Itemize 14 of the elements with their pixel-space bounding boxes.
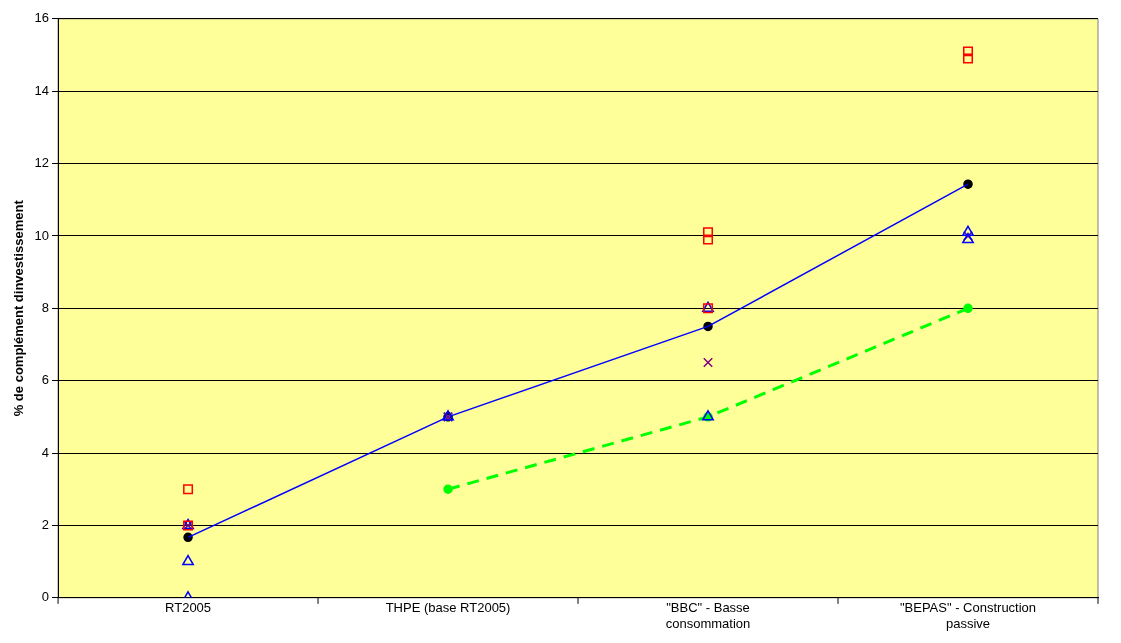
y-axis-title: % de complément dinvestissement bbox=[11, 199, 27, 417]
y-tick-label: 0 bbox=[41, 589, 50, 605]
y-tick-label: 10 bbox=[34, 227, 50, 243]
x-tick-label: RT2005 bbox=[165, 600, 212, 616]
y-tick-label: 14 bbox=[34, 82, 50, 98]
y-tick-label: 8 bbox=[41, 299, 50, 315]
y-tick-label: 4 bbox=[41, 444, 50, 460]
x-tick-label: "BBC" - Basse consommation bbox=[665, 600, 751, 631]
y-tick-label: 2 bbox=[41, 517, 50, 532]
x-tick-label: THPE (base RT2005) bbox=[385, 600, 511, 616]
x-tick-label: "BEPAS" - Construction passive bbox=[899, 600, 1037, 631]
y-tick-label: 16 bbox=[34, 10, 50, 26]
y-tick-label: 6 bbox=[41, 372, 50, 388]
y-tick-label: 12 bbox=[34, 155, 50, 171]
